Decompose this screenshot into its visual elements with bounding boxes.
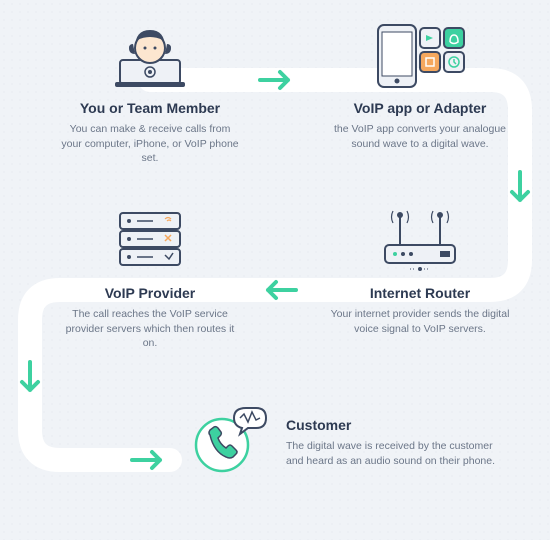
node-router: Internet Router Your internet provider s… — [320, 205, 520, 336]
node-title: Internet Router — [320, 285, 520, 301]
node-title: VoIP Provider — [50, 285, 250, 301]
user-laptop-icon — [50, 20, 250, 90]
node-title: You or Team Member — [50, 100, 250, 116]
node-app: VoIP app or Adapter the VoIP app convert… — [320, 20, 520, 151]
node-body: Your internet provider sends the digital… — [320, 307, 520, 336]
phone-apps-icon — [320, 20, 520, 90]
router-icon — [320, 205, 520, 275]
node-body: You can make & receive calls from your c… — [50, 122, 250, 166]
node-user: You or Team Member You can make & receiv… — [50, 20, 250, 166]
node-provider: VoIP Provider The call reaches the VoIP … — [50, 205, 250, 351]
node-body: The call reaches the VoIP service provid… — [50, 307, 250, 351]
node-body: The digital wave is received by the cust… — [286, 439, 510, 468]
server-icon — [50, 205, 250, 275]
node-customer: Customer The digital wave is received by… — [190, 400, 510, 485]
node-title: VoIP app or Adapter — [320, 100, 520, 116]
phone-call-icon — [190, 400, 270, 475]
node-title: Customer — [286, 417, 510, 433]
node-body: the VoIP app converts your analogue soun… — [320, 122, 520, 151]
